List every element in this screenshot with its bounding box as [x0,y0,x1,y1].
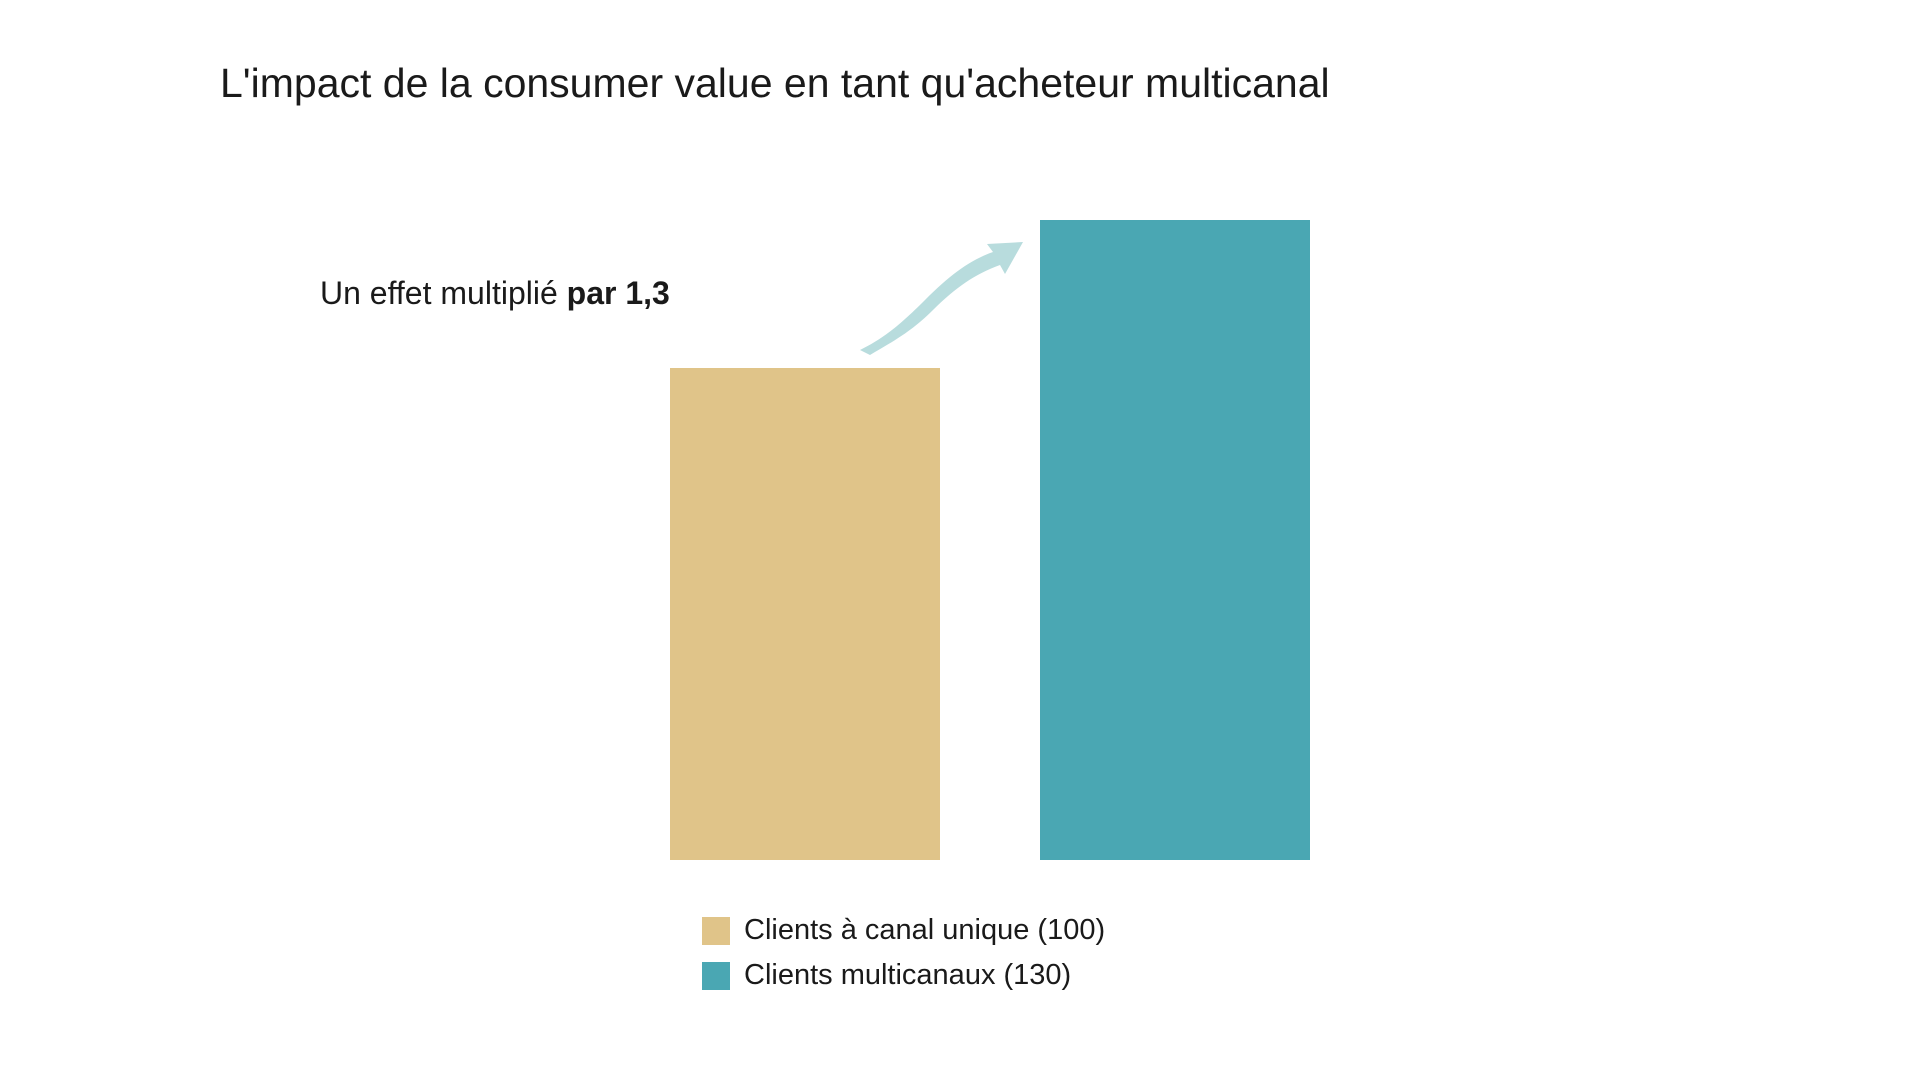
bar-multichannel [1040,220,1310,860]
legend-swatch-single [702,917,730,945]
legend-item-single: Clients à canal unique (100) [702,914,1105,947]
legend-item-multi: Clients multicanaux (130) [702,959,1105,992]
legend-label-multi: Clients multicanaux (130) [744,959,1071,992]
legend-label-single: Clients à canal unique (100) [744,914,1105,947]
bar-single-channel [670,368,940,860]
chart-stage: L'impact de la consumer value en tant qu… [0,0,1920,1080]
legend: Clients à canal unique (100) Clients mul… [702,914,1105,1004]
legend-swatch-multi [702,962,730,990]
arrow-icon [855,240,1025,360]
